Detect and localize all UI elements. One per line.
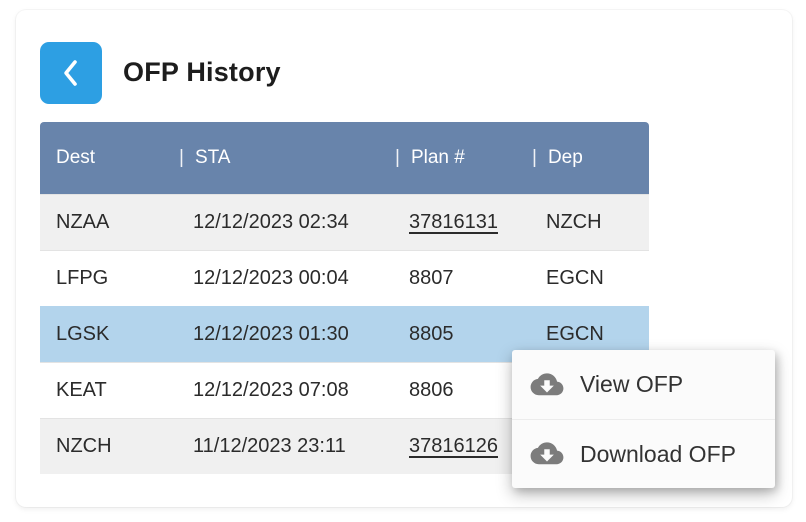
plan-number-link[interactable]: 37816131 <box>409 211 498 233</box>
cell-dep: EGCN <box>546 322 604 345</box>
cloud-download-icon <box>530 441 564 467</box>
menu-item-view-ofp[interactable]: View OFP <box>512 350 775 419</box>
column-header-dest: Dest <box>56 147 96 168</box>
page-title: OFP History <box>123 57 281 87</box>
cell-plan: 8806 <box>409 379 454 401</box>
cell-plan: 37816131 <box>395 211 532 234</box>
cell-sta: 11/12/2023 23:11 <box>193 435 346 457</box>
table-header-row: Dest STA Plan # Dep <box>40 122 649 194</box>
menu-item-label: Download OFP <box>580 440 736 467</box>
cell-sta: 12/12/2023 07:08 <box>193 379 349 401</box>
cell-sta: 12/12/2023 01:30 <box>193 322 349 345</box>
column-header-sta: STA <box>179 147 395 169</box>
row-context-menu: View OFP Download OFP <box>512 350 775 488</box>
cell-dest: NZAA <box>56 211 110 233</box>
cell-dest: KEAT <box>56 379 107 401</box>
cell-plan: 8805 <box>409 322 454 345</box>
cell-dest: LGSK <box>56 322 110 345</box>
table-row[interactable]: NZAA 12/12/2023 02:34 37816131 NZCH <box>40 194 649 250</box>
cloud-download-icon <box>530 372 564 398</box>
column-header-dep: Dep <box>532 147 649 169</box>
cell-plan: 37816126 <box>395 435 532 458</box>
cell-sta: 12/12/2023 00:04 <box>193 267 349 289</box>
cell-dest: NZCH <box>56 435 112 457</box>
cell-sta: 12/12/2023 02:34 <box>193 211 349 233</box>
back-button[interactable] <box>40 42 102 104</box>
menu-item-download-ofp[interactable]: Download OFP <box>512 419 775 488</box>
menu-item-label: View OFP <box>580 371 684 397</box>
cell-dest: LFPG <box>56 267 109 289</box>
plan-number-link[interactable]: 37816126 <box>409 435 498 457</box>
cell-dep: NZCH <box>546 211 602 233</box>
chevron-left-icon <box>60 58 82 88</box>
cell-dep: EGCN <box>546 267 604 289</box>
cell-plan: 8807 <box>409 267 454 289</box>
table-row[interactable]: LFPG 12/12/2023 00:04 8807 EGCN <box>40 250 649 306</box>
column-header-plan: Plan # <box>395 147 532 169</box>
